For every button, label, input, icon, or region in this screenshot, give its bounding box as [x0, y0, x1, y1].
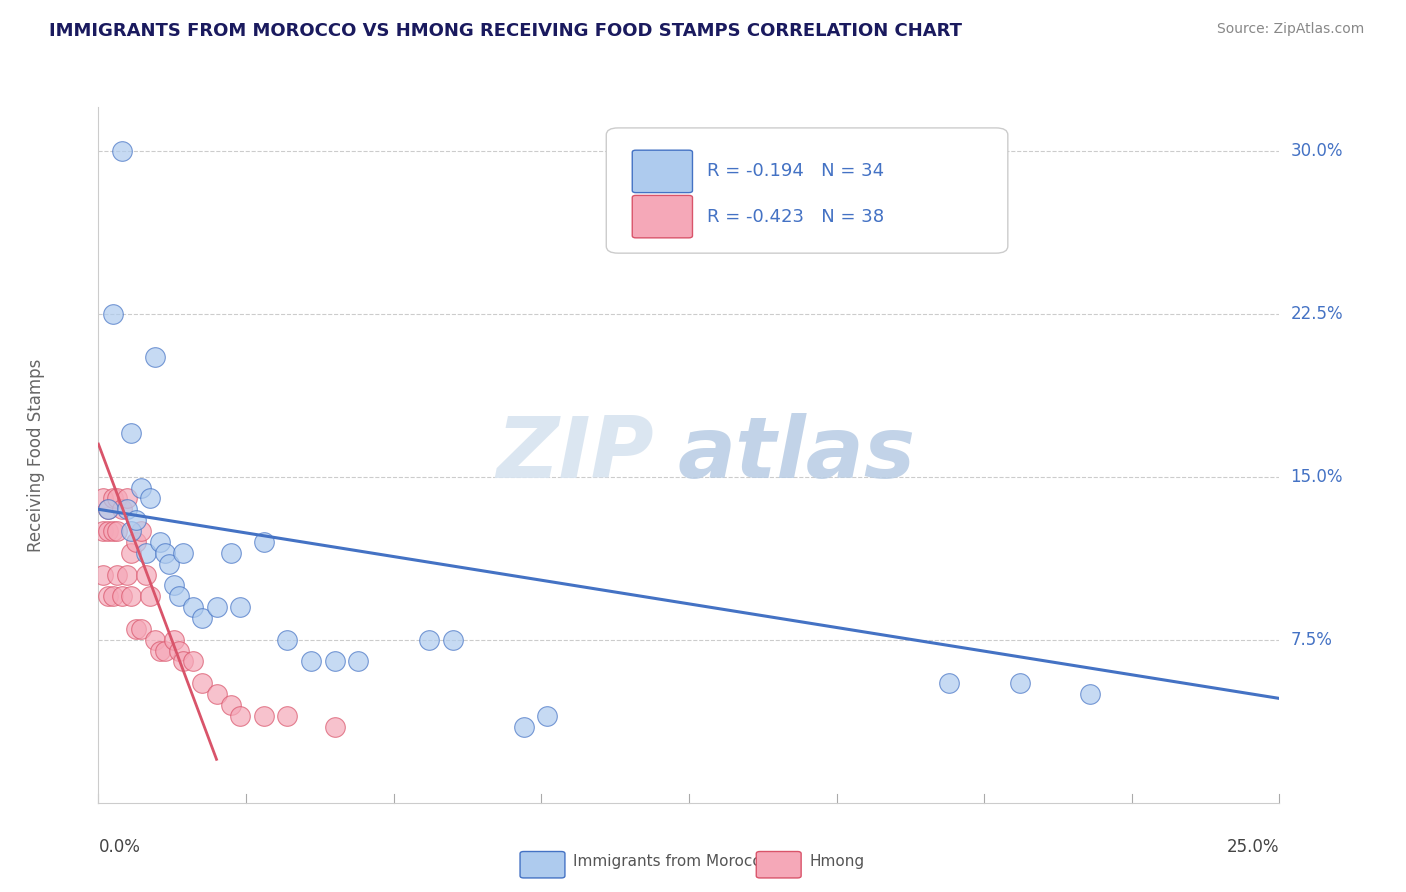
- Point: [115, 502, 138, 516]
- Text: IMMIGRANTS FROM MOROCCO VS HMONG RECEIVING FOOD STAMPS CORRELATION CHART: IMMIGRANTS FROM MOROCCO VS HMONG RECEIVI…: [49, 22, 962, 40]
- Point: [153, 546, 176, 560]
- Point: [101, 524, 124, 538]
- Point: [276, 632, 298, 647]
- Point: [101, 307, 124, 321]
- FancyBboxPatch shape: [756, 852, 801, 878]
- FancyBboxPatch shape: [606, 128, 1008, 253]
- Point: [91, 524, 114, 538]
- Text: 22.5%: 22.5%: [1291, 304, 1343, 323]
- Point: [191, 611, 214, 625]
- Text: R = -0.194   N = 34: R = -0.194 N = 34: [707, 162, 884, 180]
- Text: ZIP: ZIP: [496, 413, 654, 497]
- Point: [91, 567, 114, 582]
- Point: [276, 708, 298, 723]
- Point: [115, 567, 138, 582]
- Point: [153, 643, 176, 657]
- Point: [1080, 687, 1102, 701]
- Point: [1008, 676, 1031, 690]
- Point: [253, 708, 276, 723]
- Point: [181, 600, 204, 615]
- Point: [111, 144, 134, 158]
- Point: [299, 655, 322, 669]
- Point: [121, 524, 143, 538]
- Point: [323, 720, 346, 734]
- Point: [191, 676, 214, 690]
- Point: [121, 546, 143, 560]
- Text: 30.0%: 30.0%: [1291, 142, 1343, 160]
- Point: [129, 481, 152, 495]
- Text: Hmong: Hmong: [810, 855, 865, 870]
- Point: [143, 350, 166, 364]
- Point: [157, 557, 180, 571]
- FancyBboxPatch shape: [633, 150, 693, 193]
- Point: [97, 524, 120, 538]
- FancyBboxPatch shape: [520, 852, 565, 878]
- Point: [205, 687, 228, 701]
- Point: [101, 589, 124, 603]
- Point: [91, 491, 114, 506]
- Point: [121, 426, 143, 441]
- Point: [139, 491, 162, 506]
- Point: [253, 535, 276, 549]
- Text: Receiving Food Stamps: Receiving Food Stamps: [27, 359, 45, 551]
- Point: [441, 632, 464, 647]
- Point: [167, 589, 190, 603]
- Point: [163, 632, 186, 647]
- Point: [219, 698, 242, 712]
- Text: atlas: atlas: [678, 413, 915, 497]
- Point: [181, 655, 204, 669]
- Point: [105, 567, 128, 582]
- Point: [135, 567, 157, 582]
- Point: [101, 491, 124, 506]
- Text: 0.0%: 0.0%: [98, 838, 141, 855]
- Point: [125, 622, 148, 636]
- Point: [139, 589, 162, 603]
- Point: [111, 502, 134, 516]
- Point: [512, 720, 534, 734]
- Point: [135, 546, 157, 560]
- Text: Source: ZipAtlas.com: Source: ZipAtlas.com: [1216, 22, 1364, 37]
- Text: Immigrants from Morocco: Immigrants from Morocco: [574, 855, 770, 870]
- Point: [938, 676, 960, 690]
- Point: [121, 589, 143, 603]
- Point: [536, 708, 558, 723]
- Point: [418, 632, 440, 647]
- Point: [105, 524, 128, 538]
- Point: [143, 632, 166, 647]
- Point: [125, 535, 148, 549]
- Point: [347, 655, 370, 669]
- Point: [149, 643, 172, 657]
- Point: [97, 589, 120, 603]
- Point: [125, 513, 148, 527]
- Text: 25.0%: 25.0%: [1227, 838, 1279, 855]
- Point: [97, 502, 120, 516]
- Point: [167, 643, 190, 657]
- Point: [219, 546, 242, 560]
- Point: [129, 622, 152, 636]
- Point: [115, 491, 138, 506]
- Point: [205, 600, 228, 615]
- Point: [129, 524, 152, 538]
- Point: [172, 546, 194, 560]
- Point: [97, 502, 120, 516]
- FancyBboxPatch shape: [633, 195, 693, 238]
- Text: R = -0.423   N = 38: R = -0.423 N = 38: [707, 208, 884, 226]
- Text: 7.5%: 7.5%: [1291, 631, 1333, 648]
- Text: 15.0%: 15.0%: [1291, 467, 1343, 485]
- Point: [149, 535, 172, 549]
- Point: [229, 708, 252, 723]
- Point: [172, 655, 194, 669]
- Point: [323, 655, 346, 669]
- Point: [163, 578, 186, 592]
- Point: [111, 589, 134, 603]
- Point: [105, 491, 128, 506]
- Point: [229, 600, 252, 615]
